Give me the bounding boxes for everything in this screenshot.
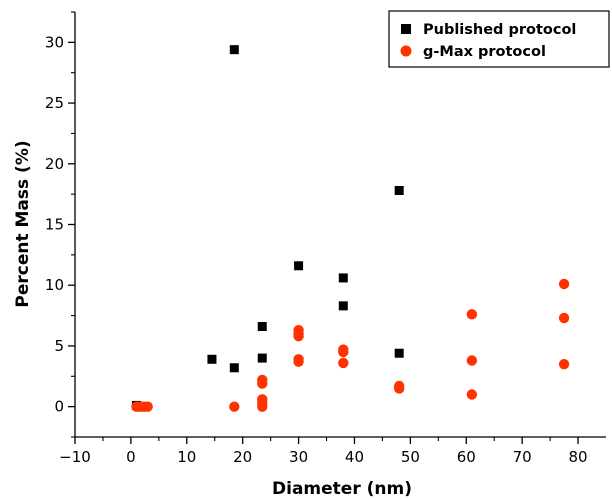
data-point-square [338, 273, 348, 283]
x-tick-label: 20 [233, 448, 252, 466]
legend-marker-g-max-protocol [400, 45, 412, 57]
x-tick-label: 30 [289, 448, 308, 466]
x-tick-label: 10 [177, 448, 196, 466]
y-tick-label: 5 [54, 337, 64, 355]
data-point-circle [393, 383, 405, 394]
x-tick-label: 50 [401, 448, 420, 466]
legend: Published protocol g-Max protocol [388, 10, 610, 68]
y-axis-title: Percent Mass (%) [13, 140, 33, 307]
y-tick-label: 10 [45, 276, 64, 294]
data-point-square [229, 45, 239, 55]
data-point-circle [293, 331, 304, 342]
x-tick-label: 40 [345, 448, 364, 466]
data-point-square [257, 353, 267, 363]
data-point-circle [257, 401, 268, 412]
x-tick-label: 80 [569, 448, 588, 466]
data-point-circle [338, 346, 349, 358]
data-point-square [338, 301, 348, 311]
data-point-square [294, 261, 304, 271]
x-tick-label: 0 [126, 448, 136, 466]
y-tick-label: 0 [54, 398, 64, 416]
y-tick-label: 15 [45, 216, 64, 234]
axes: −10 0 10 20 30 40 50 60 70 80 0 5 10 15 20 25 30 [45, 11, 606, 466]
data-point-circle [558, 278, 570, 290]
data-point-circle [466, 389, 478, 400]
data-point-square [394, 348, 404, 358]
y-tick-label: 20 [45, 155, 64, 173]
series-g-max-protocol [131, 278, 570, 412]
series-published-protocol [131, 45, 404, 410]
data-point-circle [257, 378, 268, 389]
chart-marks [131, 45, 570, 412]
data-point-circle [142, 401, 153, 412]
data-point-square [257, 322, 267, 331]
data-point-square [229, 363, 239, 373]
x-tick-label: 70 [513, 448, 532, 466]
y-tick-label: 25 [45, 94, 64, 112]
y-tick-label: 30 [45, 33, 64, 51]
data-point-circle [558, 312, 570, 324]
data-point-circle [466, 309, 478, 320]
data-point-circle [338, 357, 349, 369]
data-point-circle [293, 356, 304, 367]
data-point-circle [229, 401, 240, 412]
data-point-square [207, 354, 217, 364]
data-point-square [394, 186, 404, 195]
x-axis-title: Diameter (nm) [272, 479, 412, 499]
x-tick-label: 60 [457, 448, 476, 466]
legend-label-published-protocol: Published protocol [423, 22, 576, 38]
legend-label-g-max-protocol: g-Max protocol [423, 44, 546, 60]
x-tick-label: −10 [59, 448, 91, 466]
data-point-circle [466, 355, 478, 366]
data-point-circle [558, 358, 570, 370]
legend-box [388, 10, 610, 68]
legend-marker-published-protocol [401, 24, 411, 34]
